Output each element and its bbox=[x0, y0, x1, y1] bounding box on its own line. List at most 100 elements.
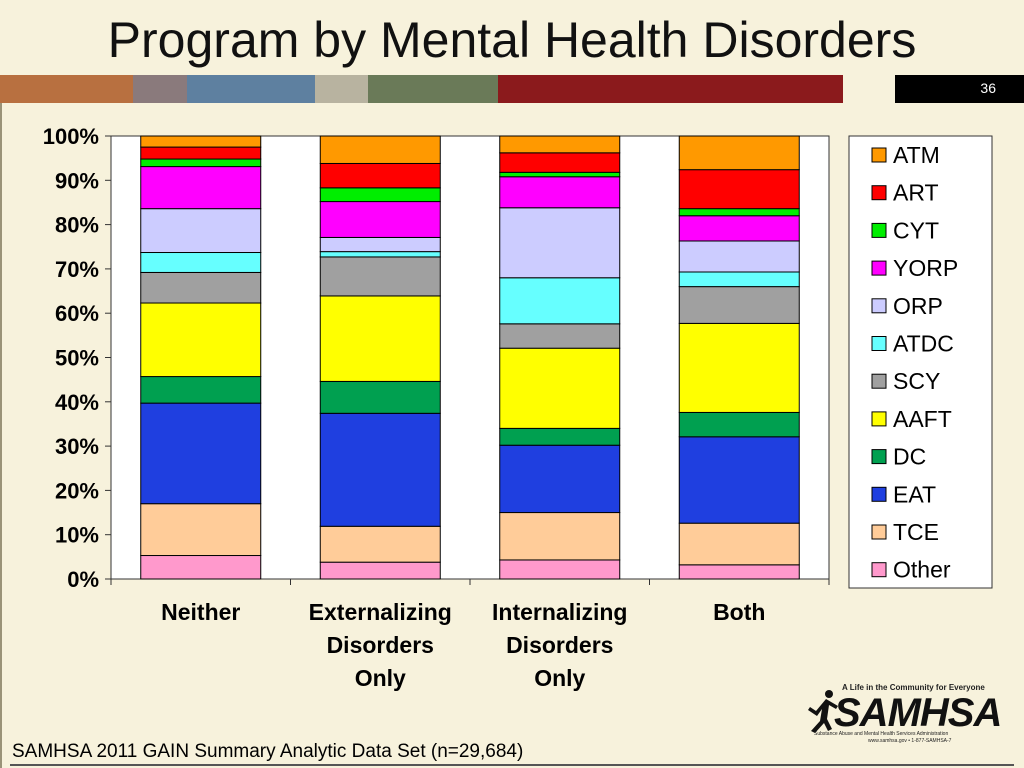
samhsa-logo: A Life in the Community for Everyone SAM… bbox=[808, 681, 1002, 744]
bar-segment bbox=[499, 207, 621, 279]
bar-segment bbox=[678, 436, 800, 524]
logo-subtitle: Substance Abuse and Mental Health Servic… bbox=[814, 731, 949, 737]
legend-label: SCY bbox=[893, 368, 940, 394]
bar-segment bbox=[140, 135, 262, 148]
logo-url: www.samhsa.gov • 1-877-SAMHSA-7 bbox=[868, 738, 952, 744]
bar-segment bbox=[678, 208, 800, 217]
slide-number: 36 bbox=[980, 80, 996, 96]
bar-segment bbox=[319, 236, 441, 253]
legend-swatch bbox=[871, 336, 887, 351]
legend-swatch bbox=[871, 185, 887, 201]
bar-segment bbox=[678, 564, 800, 580]
bar-segment bbox=[678, 522, 800, 566]
bar-segment bbox=[499, 512, 621, 561]
bar-segment bbox=[499, 135, 621, 154]
slide-title: Program by Mental Health Disorders bbox=[107, 12, 917, 68]
legend-label: ATM bbox=[893, 142, 940, 168]
color-band-segment bbox=[498, 75, 843, 103]
logo-tagline: A Life in the Community for Everyone bbox=[842, 683, 985, 692]
bar-segment bbox=[499, 444, 621, 514]
bar-segment bbox=[499, 171, 621, 178]
x-category-label: Neither bbox=[161, 599, 240, 625]
legend-label: DC bbox=[893, 444, 926, 470]
data-source-note: SAMHSA 2011 GAIN Summary Analytic Data S… bbox=[12, 741, 524, 762]
bar-segment bbox=[319, 201, 441, 238]
legend-label: CYT bbox=[893, 217, 939, 243]
footer-divider bbox=[10, 764, 1014, 766]
x-category-label: Internalizing Disorders Only bbox=[492, 599, 627, 691]
legend-label: ORP bbox=[893, 293, 943, 319]
legend-label: YORP bbox=[893, 255, 958, 281]
bar-segment bbox=[499, 176, 621, 209]
color-band-segment bbox=[895, 75, 1024, 103]
y-tick-label: 90% bbox=[55, 168, 99, 193]
y-tick-label: 50% bbox=[55, 346, 99, 371]
bar-segment bbox=[678, 411, 800, 438]
legend-swatch bbox=[871, 411, 887, 427]
bar-segment bbox=[499, 427, 621, 446]
y-tick-label: 30% bbox=[55, 434, 99, 459]
bar-segment bbox=[678, 169, 800, 210]
bar-segment bbox=[678, 215, 800, 242]
bar-segment bbox=[140, 503, 262, 557]
bar-segment bbox=[140, 208, 262, 254]
bar-segment bbox=[140, 376, 262, 404]
bar-segment bbox=[319, 187, 441, 203]
bar-segment bbox=[678, 286, 800, 324]
y-tick-label: 80% bbox=[55, 213, 99, 238]
y-tick-label: 70% bbox=[55, 257, 99, 282]
legend-swatch bbox=[871, 562, 887, 578]
bar-segment bbox=[140, 146, 262, 160]
bar-segment bbox=[140, 555, 262, 580]
legend-swatch bbox=[871, 449, 887, 465]
y-tick-label: 100% bbox=[43, 124, 99, 149]
bar-segment bbox=[319, 135, 441, 164]
logo-wordmark: SAMHSA bbox=[834, 691, 1002, 735]
bar-segment bbox=[319, 295, 441, 382]
legend-swatch bbox=[871, 298, 887, 314]
bar-segment bbox=[678, 271, 800, 288]
legend-box bbox=[848, 135, 993, 589]
bar-segment bbox=[140, 302, 262, 378]
legend-label: ART bbox=[893, 180, 939, 206]
legend-swatch bbox=[871, 147, 887, 163]
y-tick-label: 10% bbox=[55, 523, 99, 548]
bar-segment bbox=[319, 380, 441, 414]
bar-segment bbox=[499, 152, 621, 173]
legend-swatch bbox=[871, 222, 887, 238]
legend-label: Other bbox=[893, 557, 951, 583]
bar-segment bbox=[319, 561, 441, 580]
x-category-label: Both bbox=[713, 599, 765, 625]
bar-segment bbox=[140, 271, 262, 304]
y-tick-label: 0% bbox=[67, 567, 99, 592]
bar-segment bbox=[319, 162, 441, 189]
bar-segment bbox=[499, 347, 621, 429]
color-band-segment bbox=[368, 75, 498, 103]
color-band-segment bbox=[133, 75, 187, 103]
bar-segment bbox=[499, 323, 621, 349]
bar-segment bbox=[319, 525, 441, 563]
y-tick-label: 60% bbox=[55, 301, 99, 326]
bar-segment bbox=[140, 166, 262, 210]
y-tick-label: 40% bbox=[55, 390, 99, 415]
stacked-bar-chart: 0% 10% 20% 30% 40% 50% 60% 70% 80% 90% 100% Neither… bbox=[43, 124, 993, 691]
legend-swatch bbox=[871, 486, 887, 502]
bar-segment bbox=[499, 277, 621, 325]
bar-segment bbox=[678, 240, 800, 273]
color-band-segment bbox=[315, 75, 368, 103]
legend-label: EAT bbox=[893, 481, 936, 507]
color-band-segment bbox=[843, 75, 895, 103]
bar-segment bbox=[678, 322, 800, 413]
bar-segment bbox=[319, 251, 441, 258]
bar-segment bbox=[499, 559, 621, 580]
color-band-segment bbox=[0, 75, 133, 103]
bar-segment bbox=[678, 135, 800, 171]
bar-segment bbox=[319, 256, 441, 297]
bar-segment bbox=[140, 402, 262, 505]
x-category-label: Externalizing Disorders Only bbox=[309, 599, 452, 691]
legend-swatch bbox=[871, 373, 887, 389]
legend-swatch bbox=[871, 524, 887, 540]
decorative-color-band bbox=[0, 75, 1024, 103]
legend-swatch bbox=[871, 260, 887, 276]
legend-label: ATDC bbox=[893, 331, 954, 357]
